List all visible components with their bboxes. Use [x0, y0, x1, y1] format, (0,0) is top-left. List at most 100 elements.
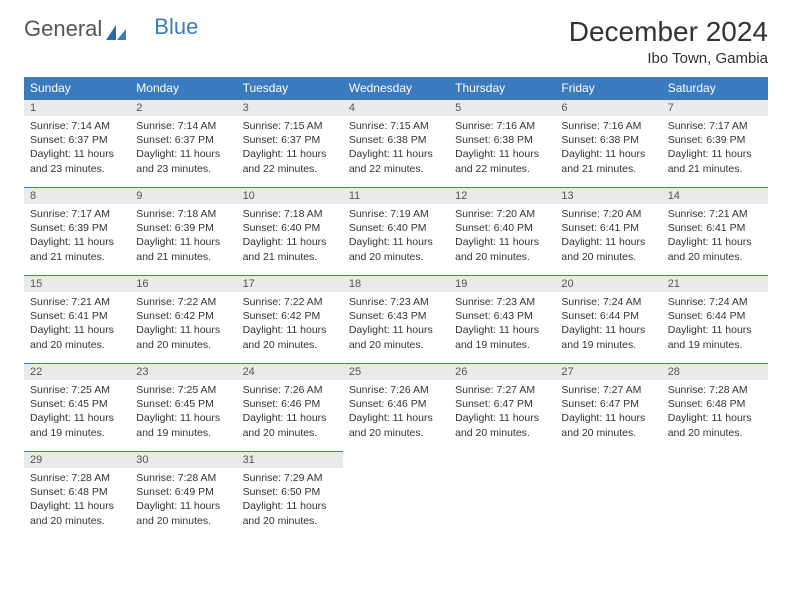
calendar-cell: 14Sunrise: 7:21 AMSunset: 6:41 PMDayligh… [662, 188, 768, 276]
day-header-tuesday: Tuesday [237, 77, 343, 100]
calendar-cell: 25Sunrise: 7:26 AMSunset: 6:46 PMDayligh… [343, 364, 449, 452]
calendar-cell: 2Sunrise: 7:14 AMSunset: 6:37 PMDaylight… [130, 100, 236, 188]
day-number: 29 [24, 452, 130, 468]
calendar-cell: 18Sunrise: 7:23 AMSunset: 6:43 PMDayligh… [343, 276, 449, 364]
day-data: Sunrise: 7:28 AMSunset: 6:48 PMDaylight:… [662, 380, 768, 444]
day-data: Sunrise: 7:21 AMSunset: 6:41 PMDaylight:… [24, 292, 130, 356]
day-number: 22 [24, 364, 130, 380]
day-number: 9 [130, 188, 236, 204]
day-number: 6 [555, 100, 661, 116]
calendar-cell [662, 452, 768, 540]
calendar-cell: 23Sunrise: 7:25 AMSunset: 6:45 PMDayligh… [130, 364, 236, 452]
day-data: Sunrise: 7:16 AMSunset: 6:38 PMDaylight:… [449, 116, 555, 180]
day-header-sunday: Sunday [24, 77, 130, 100]
logo-sail-icon [106, 21, 128, 37]
header: General Blue December 2024 Ibo Town, Gam… [24, 16, 768, 67]
page-title: December 2024 [569, 16, 768, 48]
day-data: Sunrise: 7:27 AMSunset: 6:47 PMDaylight:… [555, 380, 661, 444]
calendar-cell: 7Sunrise: 7:17 AMSunset: 6:39 PMDaylight… [662, 100, 768, 188]
calendar-cell [343, 452, 449, 540]
calendar-cell: 22Sunrise: 7:25 AMSunset: 6:45 PMDayligh… [24, 364, 130, 452]
day-number: 11 [343, 188, 449, 204]
day-number: 18 [343, 276, 449, 292]
day-number: 24 [237, 364, 343, 380]
calendar-week-row: 22Sunrise: 7:25 AMSunset: 6:45 PMDayligh… [24, 364, 768, 452]
calendar-cell: 24Sunrise: 7:26 AMSunset: 6:46 PMDayligh… [237, 364, 343, 452]
day-data: Sunrise: 7:15 AMSunset: 6:38 PMDaylight:… [343, 116, 449, 180]
calendar-cell: 4Sunrise: 7:15 AMSunset: 6:38 PMDaylight… [343, 100, 449, 188]
day-number: 19 [449, 276, 555, 292]
day-number: 26 [449, 364, 555, 380]
day-data: Sunrise: 7:19 AMSunset: 6:40 PMDaylight:… [343, 204, 449, 268]
day-number: 30 [130, 452, 236, 468]
calendar-cell: 5Sunrise: 7:16 AMSunset: 6:38 PMDaylight… [449, 100, 555, 188]
day-header-saturday: Saturday [662, 77, 768, 100]
day-data: Sunrise: 7:28 AMSunset: 6:49 PMDaylight:… [130, 468, 236, 532]
calendar-cell: 26Sunrise: 7:27 AMSunset: 6:47 PMDayligh… [449, 364, 555, 452]
day-header-friday: Friday [555, 77, 661, 100]
day-number: 31 [237, 452, 343, 468]
calendar-cell: 8Sunrise: 7:17 AMSunset: 6:39 PMDaylight… [24, 188, 130, 276]
calendar-cell: 27Sunrise: 7:27 AMSunset: 6:47 PMDayligh… [555, 364, 661, 452]
day-number: 20 [555, 276, 661, 292]
day-header-wednesday: Wednesday [343, 77, 449, 100]
day-data: Sunrise: 7:18 AMSunset: 6:40 PMDaylight:… [237, 204, 343, 268]
day-number: 13 [555, 188, 661, 204]
calendar-cell: 17Sunrise: 7:22 AMSunset: 6:42 PMDayligh… [237, 276, 343, 364]
calendar-cell: 10Sunrise: 7:18 AMSunset: 6:40 PMDayligh… [237, 188, 343, 276]
day-data: Sunrise: 7:15 AMSunset: 6:37 PMDaylight:… [237, 116, 343, 180]
logo-text-blue: Blue [154, 14, 198, 40]
calendar-cell: 6Sunrise: 7:16 AMSunset: 6:38 PMDaylight… [555, 100, 661, 188]
day-data: Sunrise: 7:21 AMSunset: 6:41 PMDaylight:… [662, 204, 768, 268]
day-data: Sunrise: 7:24 AMSunset: 6:44 PMDaylight:… [555, 292, 661, 356]
day-number: 21 [662, 276, 768, 292]
day-number: 25 [343, 364, 449, 380]
calendar-cell: 20Sunrise: 7:24 AMSunset: 6:44 PMDayligh… [555, 276, 661, 364]
day-number: 27 [555, 364, 661, 380]
calendar-week-row: 1Sunrise: 7:14 AMSunset: 6:37 PMDaylight… [24, 100, 768, 188]
day-data: Sunrise: 7:25 AMSunset: 6:45 PMDaylight:… [130, 380, 236, 444]
location-text: Ibo Town, Gambia [569, 50, 768, 67]
day-data: Sunrise: 7:20 AMSunset: 6:40 PMDaylight:… [449, 204, 555, 268]
day-data: Sunrise: 7:27 AMSunset: 6:47 PMDaylight:… [449, 380, 555, 444]
logo: General Blue [24, 16, 198, 42]
day-number: 3 [237, 100, 343, 116]
day-number: 10 [237, 188, 343, 204]
day-data: Sunrise: 7:17 AMSunset: 6:39 PMDaylight:… [662, 116, 768, 180]
day-data: Sunrise: 7:23 AMSunset: 6:43 PMDaylight:… [449, 292, 555, 356]
day-data: Sunrise: 7:14 AMSunset: 6:37 PMDaylight:… [130, 116, 236, 180]
day-data: Sunrise: 7:16 AMSunset: 6:38 PMDaylight:… [555, 116, 661, 180]
day-data: Sunrise: 7:18 AMSunset: 6:39 PMDaylight:… [130, 204, 236, 268]
calendar-cell: 9Sunrise: 7:18 AMSunset: 6:39 PMDaylight… [130, 188, 236, 276]
calendar-body: 1Sunrise: 7:14 AMSunset: 6:37 PMDaylight… [24, 100, 768, 540]
day-number: 7 [662, 100, 768, 116]
calendar-cell [555, 452, 661, 540]
calendar-cell: 12Sunrise: 7:20 AMSunset: 6:40 PMDayligh… [449, 188, 555, 276]
calendar-cell: 13Sunrise: 7:20 AMSunset: 6:41 PMDayligh… [555, 188, 661, 276]
calendar-week-row: 8Sunrise: 7:17 AMSunset: 6:39 PMDaylight… [24, 188, 768, 276]
calendar-cell: 31Sunrise: 7:29 AMSunset: 6:50 PMDayligh… [237, 452, 343, 540]
day-header-monday: Monday [130, 77, 236, 100]
day-data: Sunrise: 7:26 AMSunset: 6:46 PMDaylight:… [343, 380, 449, 444]
day-data: Sunrise: 7:14 AMSunset: 6:37 PMDaylight:… [24, 116, 130, 180]
calendar-table: SundayMondayTuesdayWednesdayThursdayFrid… [24, 77, 768, 540]
day-number: 15 [24, 276, 130, 292]
day-number: 14 [662, 188, 768, 204]
day-number: 5 [449, 100, 555, 116]
calendar-cell: 15Sunrise: 7:21 AMSunset: 6:41 PMDayligh… [24, 276, 130, 364]
day-data: Sunrise: 7:26 AMSunset: 6:46 PMDaylight:… [237, 380, 343, 444]
day-number: 4 [343, 100, 449, 116]
day-number: 28 [662, 364, 768, 380]
calendar-cell: 19Sunrise: 7:23 AMSunset: 6:43 PMDayligh… [449, 276, 555, 364]
day-number: 17 [237, 276, 343, 292]
day-header-thursday: Thursday [449, 77, 555, 100]
day-number: 16 [130, 276, 236, 292]
day-data: Sunrise: 7:29 AMSunset: 6:50 PMDaylight:… [237, 468, 343, 532]
calendar-cell: 29Sunrise: 7:28 AMSunset: 6:48 PMDayligh… [24, 452, 130, 540]
day-number: 2 [130, 100, 236, 116]
logo-text-general: General [24, 16, 102, 42]
calendar-cell: 16Sunrise: 7:22 AMSunset: 6:42 PMDayligh… [130, 276, 236, 364]
calendar-cell: 30Sunrise: 7:28 AMSunset: 6:49 PMDayligh… [130, 452, 236, 540]
calendar-cell [449, 452, 555, 540]
calendar-week-row: 15Sunrise: 7:21 AMSunset: 6:41 PMDayligh… [24, 276, 768, 364]
